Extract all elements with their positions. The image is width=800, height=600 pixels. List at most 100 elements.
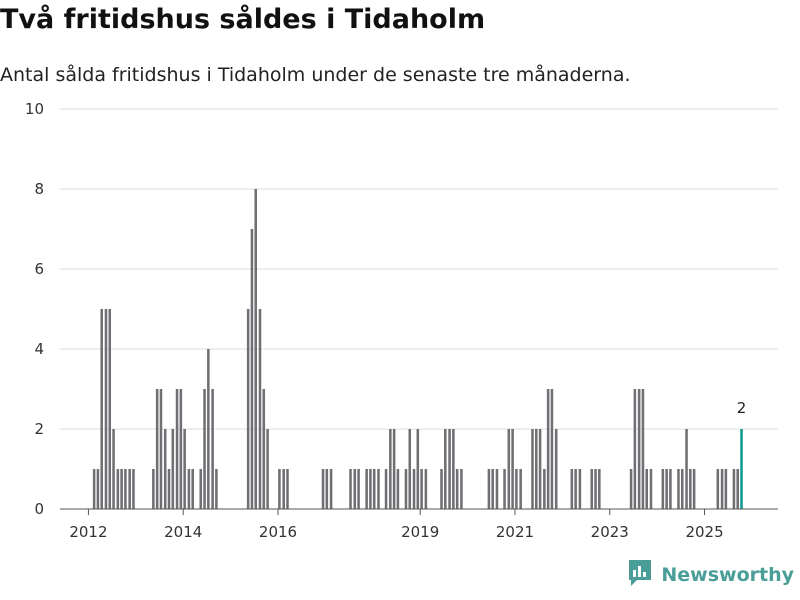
bar[interactable] bbox=[590, 469, 594, 509]
bar[interactable] bbox=[420, 469, 423, 509]
bar[interactable] bbox=[215, 469, 218, 509]
bar[interactable] bbox=[211, 389, 214, 509]
bar[interactable] bbox=[155, 389, 159, 509]
bar[interactable] bbox=[487, 469, 491, 509]
bar[interactable] bbox=[282, 469, 285, 509]
bar[interactable] bbox=[116, 469, 120, 509]
bar[interactable] bbox=[266, 429, 269, 509]
bar[interactable] bbox=[389, 429, 392, 509]
bar[interactable] bbox=[692, 469, 696, 509]
bar[interactable] bbox=[128, 469, 131, 509]
bar[interactable] bbox=[199, 469, 203, 509]
bar[interactable] bbox=[349, 469, 352, 509]
bar[interactable] bbox=[369, 469, 372, 509]
bar[interactable] bbox=[578, 469, 582, 509]
bar[interactable] bbox=[598, 469, 601, 509]
bar[interactable] bbox=[661, 469, 665, 509]
bar[interactable] bbox=[159, 389, 163, 509]
bar[interactable] bbox=[543, 469, 546, 509]
bar[interactable] bbox=[384, 469, 388, 509]
bar[interactable] bbox=[629, 469, 633, 509]
bar[interactable] bbox=[495, 469, 499, 509]
bar[interactable] bbox=[677, 469, 680, 509]
bar[interactable] bbox=[680, 469, 684, 509]
bar[interactable] bbox=[163, 429, 167, 509]
bar[interactable] bbox=[574, 469, 577, 509]
bar[interactable] bbox=[175, 389, 179, 509]
bar[interactable] bbox=[171, 429, 175, 509]
bar[interactable] bbox=[203, 389, 206, 509]
bar[interactable] bbox=[535, 429, 538, 509]
bar[interactable] bbox=[372, 469, 376, 509]
bar[interactable] bbox=[732, 469, 736, 509]
bar[interactable] bbox=[448, 429, 451, 509]
bar[interactable] bbox=[254, 189, 258, 509]
bar[interactable] bbox=[511, 429, 514, 509]
bar[interactable] bbox=[179, 389, 183, 509]
bar[interactable] bbox=[408, 429, 412, 509]
bar[interactable] bbox=[736, 469, 739, 509]
bar[interactable] bbox=[633, 389, 637, 509]
bar[interactable] bbox=[132, 469, 135, 509]
newsworthy-brand[interactable]: Newsworthy bbox=[627, 558, 794, 592]
bar[interactable] bbox=[104, 309, 108, 509]
bar[interactable] bbox=[325, 469, 329, 509]
bar[interactable] bbox=[258, 309, 262, 509]
bar[interactable] bbox=[594, 469, 597, 509]
bar-latest[interactable] bbox=[740, 429, 743, 509]
bar[interactable] bbox=[669, 469, 672, 509]
bar[interactable] bbox=[665, 469, 668, 509]
bar[interactable] bbox=[645, 469, 648, 509]
bar[interactable] bbox=[286, 469, 289, 509]
bar[interactable] bbox=[455, 469, 459, 509]
bar[interactable] bbox=[250, 229, 254, 509]
bar[interactable] bbox=[720, 469, 724, 509]
bar[interactable] bbox=[519, 469, 522, 509]
bar[interactable] bbox=[321, 469, 325, 509]
bar[interactable] bbox=[120, 469, 123, 509]
bar[interactable] bbox=[412, 469, 416, 509]
bar[interactable] bbox=[424, 469, 428, 509]
bar[interactable] bbox=[92, 469, 96, 509]
bar[interactable] bbox=[112, 429, 115, 509]
bar[interactable] bbox=[689, 469, 692, 509]
bar[interactable] bbox=[108, 309, 112, 509]
bar[interactable] bbox=[716, 469, 720, 509]
bar[interactable] bbox=[183, 429, 186, 509]
bar[interactable] bbox=[152, 469, 155, 509]
bar[interactable] bbox=[278, 469, 281, 509]
bar[interactable] bbox=[491, 469, 494, 509]
bar[interactable] bbox=[550, 389, 554, 509]
bar[interactable] bbox=[515, 469, 518, 509]
bar[interactable] bbox=[538, 429, 542, 509]
bar[interactable] bbox=[365, 469, 368, 509]
bar[interactable] bbox=[357, 469, 360, 509]
bar[interactable] bbox=[377, 469, 380, 509]
bar[interactable] bbox=[452, 429, 455, 509]
bar[interactable] bbox=[167, 469, 171, 509]
bar[interactable] bbox=[96, 469, 100, 509]
bar[interactable] bbox=[570, 469, 574, 509]
bar[interactable] bbox=[440, 469, 443, 509]
bar[interactable] bbox=[444, 429, 447, 509]
bar[interactable] bbox=[404, 469, 408, 509]
bar[interactable] bbox=[353, 469, 357, 509]
bar[interactable] bbox=[531, 429, 534, 509]
bar[interactable] bbox=[262, 389, 266, 509]
bar[interactable] bbox=[392, 429, 396, 509]
bar[interactable] bbox=[507, 429, 511, 509]
bar[interactable] bbox=[503, 469, 506, 509]
bar[interactable] bbox=[637, 389, 641, 509]
bar[interactable] bbox=[460, 469, 463, 509]
bar[interactable] bbox=[191, 469, 194, 509]
bar[interactable] bbox=[329, 469, 333, 509]
bar[interactable] bbox=[246, 309, 250, 509]
bar[interactable] bbox=[649, 469, 653, 509]
bar[interactable] bbox=[685, 429, 688, 509]
bar[interactable] bbox=[554, 429, 558, 509]
bar[interactable] bbox=[724, 469, 728, 509]
bar[interactable] bbox=[641, 389, 645, 509]
bar[interactable] bbox=[396, 469, 400, 509]
bar[interactable] bbox=[124, 469, 127, 509]
bar[interactable] bbox=[187, 469, 191, 509]
